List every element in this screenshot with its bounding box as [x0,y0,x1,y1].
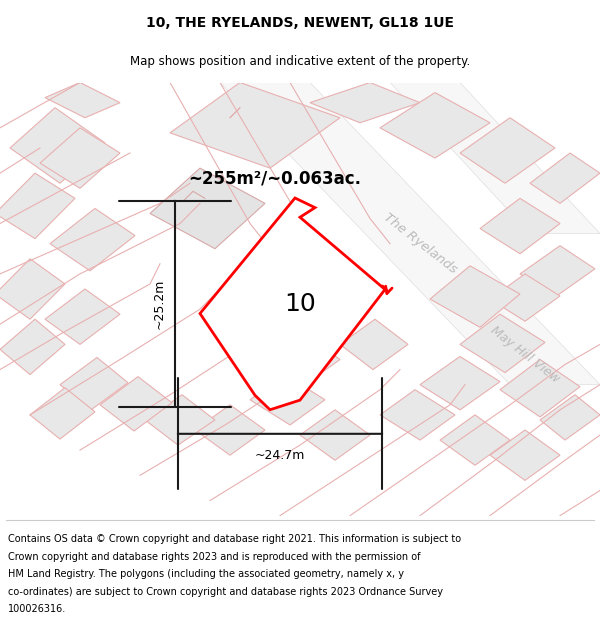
Polygon shape [460,314,545,372]
Text: ~255m²/~0.063ac.: ~255m²/~0.063ac. [188,170,361,187]
Polygon shape [0,319,65,374]
Polygon shape [10,107,105,183]
Polygon shape [50,208,135,271]
Text: The Ryelands: The Ryelands [381,211,459,276]
Polygon shape [530,153,600,203]
Polygon shape [430,266,520,328]
Polygon shape [490,430,560,481]
Polygon shape [500,359,580,417]
FancyArrowPatch shape [382,286,392,294]
Polygon shape [460,118,555,183]
Polygon shape [300,410,370,460]
Polygon shape [380,92,490,158]
Polygon shape [220,82,600,384]
Polygon shape [195,405,265,455]
Polygon shape [340,319,408,369]
Polygon shape [170,82,340,168]
Text: co-ordinates) are subject to Crown copyright and database rights 2023 Ordnance S: co-ordinates) are subject to Crown copyr… [8,587,443,597]
Polygon shape [40,128,120,188]
Polygon shape [270,334,340,384]
Polygon shape [45,289,120,344]
Text: Contains OS data © Crown copyright and database right 2021. This information is : Contains OS data © Crown copyright and d… [8,534,461,544]
Text: ~24.7m: ~24.7m [255,449,305,462]
Polygon shape [440,415,510,465]
Polygon shape [200,198,385,410]
Polygon shape [0,173,75,239]
Text: 10, THE RYELANDS, NEWENT, GL18 1UE: 10, THE RYELANDS, NEWENT, GL18 1UE [146,16,454,30]
Polygon shape [380,390,455,440]
Polygon shape [60,357,128,410]
Text: 10: 10 [284,292,316,316]
Polygon shape [30,388,95,439]
Text: Map shows position and indicative extent of the property.: Map shows position and indicative extent… [130,56,470,68]
Polygon shape [45,82,120,118]
Text: 100026316.: 100026316. [8,604,66,614]
Polygon shape [420,356,500,410]
Text: May Hill View: May Hill View [488,324,562,386]
Text: ~25.2m: ~25.2m [152,279,166,329]
Polygon shape [0,259,65,319]
Polygon shape [150,168,265,249]
Polygon shape [390,82,600,234]
Polygon shape [490,274,560,321]
Text: HM Land Registry. The polygons (including the associated geometry, namely x, y: HM Land Registry. The polygons (includin… [8,569,404,579]
Polygon shape [310,82,420,122]
Polygon shape [100,377,172,431]
Polygon shape [250,374,325,425]
Text: Crown copyright and database rights 2023 and is reproduced with the permission o: Crown copyright and database rights 2023… [8,552,420,562]
Polygon shape [520,246,595,297]
Polygon shape [540,395,600,440]
Polygon shape [145,395,215,445]
Polygon shape [480,198,560,254]
